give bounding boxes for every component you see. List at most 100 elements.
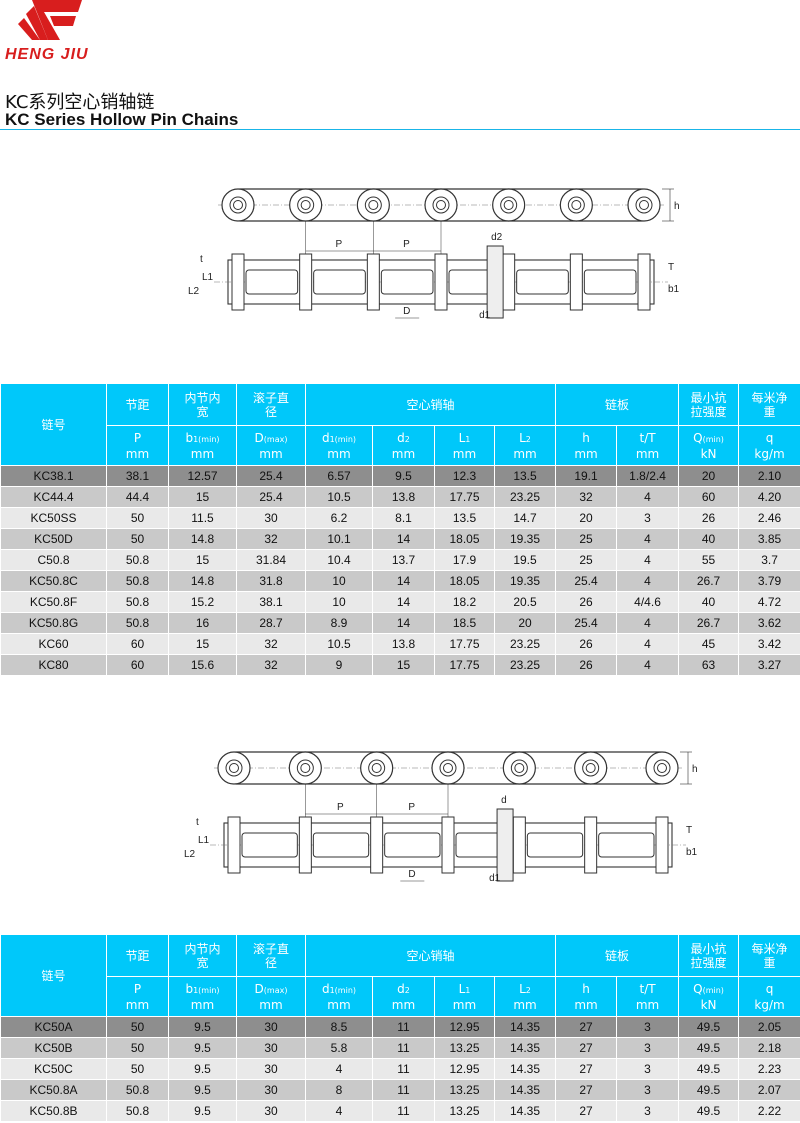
cell: 49.5 bbox=[678, 1058, 740, 1080]
cell: 9.5 bbox=[168, 1037, 237, 1059]
cell: 9.5 bbox=[168, 1058, 237, 1080]
table-row: KC44.4 44.4 15 25.4 10.5 13.8 17.75 23.25 32 4 60 4… bbox=[0, 486, 800, 508]
unit: mm bbox=[190, 446, 215, 461]
header-group-label: 最小抗拉强度 bbox=[690, 390, 727, 419]
pin bbox=[569, 253, 583, 311]
header-group-label: 每米净重 bbox=[751, 941, 788, 970]
header-unit: Q(min) kN bbox=[678, 976, 740, 1017]
cell: 11.5 bbox=[168, 507, 237, 529]
cell: 4.20 bbox=[738, 486, 800, 508]
unit: kg/m bbox=[754, 446, 785, 461]
header-chain-no: 链号 bbox=[0, 383, 107, 466]
unit: kg/m bbox=[754, 997, 785, 1012]
symbol: t/T bbox=[639, 430, 656, 445]
header-unit: L1 mm bbox=[434, 976, 495, 1017]
cell: 31.84 bbox=[236, 549, 306, 571]
unit: mm bbox=[125, 997, 150, 1012]
label-d1: d1 bbox=[479, 310, 491, 321]
roller bbox=[583, 269, 637, 295]
subscript: (min) bbox=[702, 434, 724, 444]
cell: 6.2 bbox=[305, 507, 373, 529]
cell: 3 bbox=[616, 507, 680, 529]
unit: mm bbox=[635, 446, 660, 461]
symbol: L bbox=[519, 981, 526, 996]
cell: 25.4 bbox=[555, 570, 618, 592]
cell: 3.79 bbox=[738, 570, 800, 592]
cell: 27 bbox=[555, 1016, 618, 1038]
cell: 49.5 bbox=[678, 1037, 740, 1059]
cell: 25.4 bbox=[236, 486, 306, 508]
table-row: KC80 60 15.6 32 9 15 17.75 23.25 26 4 63 3.27 bbox=[0, 654, 800, 676]
cell: 28.7 bbox=[236, 612, 306, 634]
symbol: Q bbox=[693, 430, 703, 445]
link-circle bbox=[645, 751, 679, 785]
symbol: q bbox=[765, 430, 774, 445]
unit: mm bbox=[513, 446, 537, 461]
link-circle bbox=[431, 751, 465, 785]
cell: 9 bbox=[305, 654, 373, 676]
cell: 60 bbox=[106, 633, 169, 655]
cell: 23.25 bbox=[493, 633, 557, 655]
cell: 63 bbox=[678, 654, 740, 676]
header-group: 每米净重 bbox=[738, 934, 800, 977]
subscript: 1 bbox=[465, 434, 471, 444]
cell: 50.8 bbox=[106, 612, 169, 634]
table-row: KC50.8C 50.8 14.8 31.8 10 14 18.05 19.35 25.4 4 26… bbox=[0, 570, 800, 592]
unit: mm bbox=[259, 997, 283, 1012]
symbol: q bbox=[765, 981, 774, 996]
label-b1: b1 bbox=[668, 284, 680, 295]
cell: 27 bbox=[555, 1079, 618, 1101]
cell: 10.5 bbox=[305, 633, 373, 655]
cell: 26 bbox=[555, 654, 618, 676]
cell: 3.62 bbox=[738, 612, 800, 634]
label-d1: d1 bbox=[489, 873, 501, 884]
unit: mm bbox=[635, 997, 660, 1012]
cell: 30 bbox=[236, 1100, 306, 1122]
cell: 3 bbox=[616, 1016, 680, 1038]
cell: 25 bbox=[555, 549, 618, 571]
cell: 10 bbox=[305, 591, 373, 613]
cell: 30 bbox=[236, 1037, 306, 1059]
link-circle bbox=[492, 188, 526, 222]
cell: 4 bbox=[616, 570, 680, 592]
header-group: 每米净重 bbox=[738, 383, 800, 426]
cell: KC50.8C bbox=[0, 570, 107, 592]
cell: 60 bbox=[106, 654, 169, 676]
cell: 20 bbox=[678, 465, 740, 487]
cell: 32 bbox=[236, 528, 306, 550]
pin bbox=[584, 816, 598, 874]
cell: 25 bbox=[555, 528, 618, 550]
cell: 5.8 bbox=[305, 1037, 373, 1059]
unit: mm bbox=[574, 997, 598, 1012]
header-unit: q kg/m bbox=[738, 976, 800, 1017]
cell: 14.8 bbox=[168, 570, 237, 592]
pin bbox=[512, 816, 526, 874]
cell: 4 bbox=[616, 633, 680, 655]
table-row: KC50A 50 9.5 30 8.5 11 12.95 14.35 27 3 49.5 2.05 bbox=[0, 1016, 800, 1038]
symbol: t/T bbox=[639, 981, 656, 996]
subscript: 1(min) bbox=[329, 985, 357, 995]
link-circle bbox=[217, 751, 251, 785]
header-group: 节距 bbox=[106, 934, 169, 977]
cell: KC50A bbox=[0, 1016, 107, 1038]
cell: 14 bbox=[372, 570, 435, 592]
symbol: b bbox=[185, 981, 194, 996]
cell: 13.8 bbox=[372, 486, 435, 508]
cell: 14 bbox=[372, 528, 435, 550]
header-group: 内节内宽 bbox=[168, 934, 237, 977]
header-unit: d1(min) mm bbox=[305, 425, 373, 466]
cell: 26 bbox=[678, 507, 740, 529]
subscript: 2 bbox=[404, 985, 410, 995]
cell: 4 bbox=[616, 612, 680, 634]
unit: mm bbox=[259, 446, 283, 461]
symbol: Q bbox=[693, 981, 703, 996]
header-group: 最小抗拉强度 bbox=[678, 934, 740, 977]
cell: 50 bbox=[106, 1058, 169, 1080]
cell: 26 bbox=[555, 633, 618, 655]
header-unit: D(max) mm bbox=[236, 425, 306, 466]
cell: 2.22 bbox=[738, 1100, 800, 1122]
label-p: P bbox=[337, 802, 344, 813]
cell: 11 bbox=[372, 1100, 435, 1122]
roller bbox=[241, 832, 298, 858]
